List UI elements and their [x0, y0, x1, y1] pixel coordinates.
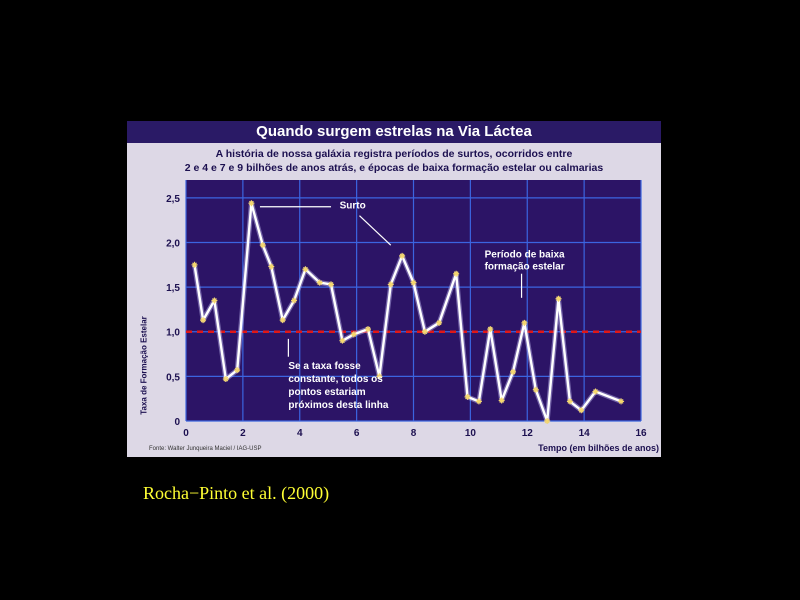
series-line [193, 201, 622, 423]
data-point-marker [339, 337, 346, 344]
data-point-marker [532, 386, 539, 393]
data-point-marker [555, 295, 562, 302]
plot-area: 0 2 4 6 8 10 12 14 16 0 0,5 1,0 1,5 2,0 2,5 Surto Períod… [166, 180, 647, 439]
data-point-marker [498, 397, 505, 404]
data-point-marker [350, 331, 357, 338]
x-tick-label: 16 [635, 428, 647, 439]
annotation-constant-rate-line: próximos desta linha [288, 400, 388, 411]
y-tick-label: 0,5 [166, 372, 180, 383]
data-point-marker [544, 418, 551, 424]
data-point-marker [566, 398, 573, 405]
data-point-marker [222, 376, 229, 383]
x-axis-label: Tempo (em bilhões de anos) [538, 443, 659, 453]
annotation-surto-pointer-2 [359, 215, 392, 246]
data-point-marker [248, 200, 255, 207]
x-tick-label: 14 [579, 428, 591, 439]
data-point-marker [291, 297, 298, 304]
data-point-marker [487, 326, 494, 333]
y-tick-label: 2,0 [166, 238, 180, 249]
y-tick-label: 1,5 [166, 283, 180, 294]
data-point-marker [410, 279, 417, 286]
annotation-surto: Surto [340, 201, 366, 212]
chart-panel: Quando surgem estrelas na Via Láctea A h… [127, 121, 661, 457]
y-tick-label: 1,0 [166, 328, 180, 339]
source-credit: Fonte: Walter Junqueira Maciel / IAG-USP [149, 446, 262, 452]
x-tick-label: 8 [411, 428, 417, 439]
data-point-marker [510, 368, 517, 375]
x-tick-label: 0 [183, 428, 189, 439]
data-point-marker [521, 319, 528, 326]
data-point-marker [618, 398, 625, 405]
data-point-marker [200, 317, 207, 324]
data-point-marker [268, 263, 275, 270]
data-point-marker [191, 261, 198, 268]
chart-subtitle-line-2: 2 e 4 e 7 e 9 bilhões de anos atrás, e é… [184, 162, 604, 174]
data-point-marker [211, 297, 218, 304]
x-tick-label: 4 [297, 428, 303, 439]
data-point-marker [328, 281, 335, 288]
data-point-marker [464, 393, 471, 400]
x-tick-label: 2 [240, 428, 246, 439]
annotation-constant-rate-line: pontos estariam [288, 387, 365, 398]
x-tick-label: 12 [522, 428, 534, 439]
data-point-marker [436, 319, 443, 326]
data-point-marker [302, 266, 309, 273]
data-point-marker [592, 388, 599, 395]
chart-title: Quando surgem estrelas na Via Láctea [256, 123, 532, 140]
y-tick-label: 0 [174, 417, 180, 428]
title-bar: Quando surgem estrelas na Via Láctea [127, 121, 661, 143]
annotation-low-formation-line: Período de baixa [485, 250, 565, 261]
x-tick-label: 6 [354, 428, 360, 439]
data-point-marker [376, 373, 383, 380]
data-point-marker [279, 317, 286, 324]
data-point-marker [399, 252, 406, 259]
data-point-marker [453, 270, 460, 277]
x-tick-label: 10 [465, 428, 477, 439]
annotation-constant-rate-line: constante, todos os [288, 374, 383, 385]
data-point-marker [578, 407, 585, 414]
data-point-marker [316, 279, 323, 286]
chart-subtitle-line-1: A história de nossa galáxia registra per… [215, 148, 573, 160]
annotation-constant-rate-line: Se a taxa fosse [288, 361, 361, 372]
data-point-marker [387, 281, 394, 288]
annotation-low-formation-line: formação estelar [485, 262, 565, 273]
data-point-marker [234, 367, 241, 374]
data-point-marker [475, 398, 482, 405]
data-point-marker [365, 326, 371, 333]
data-point-marker [259, 242, 266, 249]
y-tick-label: 2,5 [166, 194, 180, 205]
data-point-marker [421, 328, 428, 335]
citation-text: Rocha−Pinto et al. (2000) [143, 483, 330, 503]
